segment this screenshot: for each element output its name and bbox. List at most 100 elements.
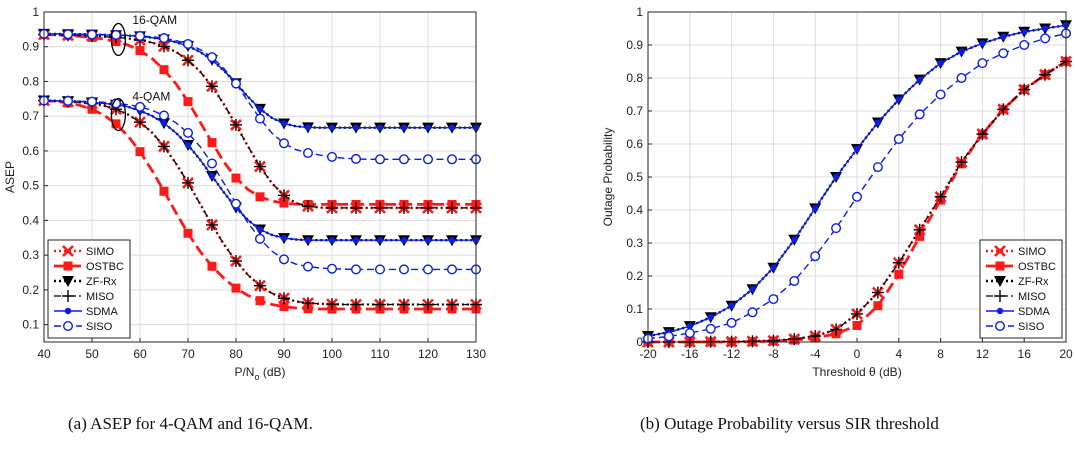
data-point	[254, 113, 265, 124]
legend-marker	[994, 245, 1006, 257]
data-point	[871, 286, 884, 299]
data-point	[707, 314, 714, 321]
caption-a: (a) ASEP for 4-QAM and 16-QAM.	[68, 414, 313, 433]
data-point	[303, 261, 314, 272]
data-point	[207, 261, 217, 271]
data-point	[746, 335, 759, 348]
data-point	[398, 298, 410, 311]
y-tick-label: 0.7	[22, 109, 39, 123]
data-point	[352, 237, 360, 244]
legend-item-ostbc: OSTBC	[986, 261, 1056, 273]
legend-label: SIMO	[1018, 246, 1047, 258]
legend-item-sdma: SDMA	[54, 306, 118, 318]
data-point	[256, 226, 264, 233]
data-point	[183, 228, 193, 238]
data-point	[304, 124, 312, 131]
y-tick-label: 0.5	[22, 179, 39, 193]
data-point	[400, 237, 408, 244]
legend-label: OSTBC	[86, 261, 124, 273]
data-point	[280, 234, 288, 242]
x-tick-label: -20	[639, 347, 657, 361]
data-point	[424, 124, 432, 131]
data-point	[351, 153, 362, 164]
chart-outage-probability: -20 -16 -12 -8 -4 0 4 8 12 16 20 0 0.1 0.2 0.3 0.4 0.5 0.…	[601, 5, 1073, 379]
y-tick-label: 0.1	[626, 302, 643, 316]
data-point	[423, 264, 434, 275]
data-point	[230, 78, 241, 89]
data-point	[852, 321, 862, 330]
legend-item-siso: SISO	[986, 321, 1045, 333]
data-point	[399, 154, 410, 165]
data-point	[789, 275, 800, 286]
y-tick-label: 0.3	[22, 248, 39, 262]
x-axis-label: Threshold θ (dB)	[812, 365, 901, 379]
data-point	[768, 294, 779, 305]
data-point	[399, 264, 410, 275]
x-tick-label: 100	[322, 347, 342, 361]
data-point	[254, 279, 266, 292]
group-annotations: 16-QAM 4-QAM	[110, 13, 177, 132]
x-tick-label: 16	[1018, 347, 1032, 361]
data-point	[111, 119, 121, 129]
legend-marker	[62, 245, 74, 257]
data-point	[1019, 40, 1030, 51]
x-tick-label: -8	[768, 347, 779, 361]
x-tick-label: 120	[418, 347, 438, 361]
data-point	[810, 251, 821, 262]
x-tick-label: -4	[810, 347, 821, 361]
data-point	[352, 124, 360, 131]
y-tick-label: 0.4	[626, 203, 643, 217]
data-point	[894, 269, 904, 279]
x-tick-label: -16	[681, 347, 699, 361]
data-point	[686, 322, 693, 330]
data-point	[134, 101, 145, 112]
data-point	[770, 264, 777, 271]
legend-item-siso: SISO	[54, 321, 113, 333]
data-point	[159, 186, 169, 196]
tick-labels: -20 -16 -12 -8 -4 0 4 8 12 16 20 0 0.1 0.2 0.3 0.4 0.5 0.…	[626, 5, 1073, 361]
data-point	[1039, 68, 1052, 81]
data-point	[230, 255, 242, 268]
data-point	[398, 201, 410, 214]
data-point	[207, 138, 217, 148]
data-point	[663, 331, 674, 342]
data-point	[422, 298, 434, 311]
data-point	[1040, 33, 1051, 44]
legend-item-ostbc: OSTBC	[54, 261, 124, 273]
x-tick-label: 130	[466, 347, 486, 361]
data-point	[1041, 25, 1049, 32]
data-point	[327, 263, 338, 274]
x-tick-label: 110	[370, 347, 389, 361]
data-point	[206, 52, 217, 63]
data-point	[135, 147, 145, 157]
y-tick-label: 0.7	[626, 104, 643, 118]
data-point	[254, 160, 266, 173]
ellipse-4qam	[110, 97, 127, 132]
legend-label: MISO	[86, 291, 115, 303]
axes-box	[43, 11, 477, 343]
data-point	[979, 40, 986, 47]
data-point	[327, 151, 338, 162]
data-point	[350, 201, 362, 214]
annotation-16qam: 16-QAM	[132, 13, 177, 27]
data-point	[328, 237, 336, 244]
data-point	[278, 189, 290, 202]
legend-marker	[995, 261, 1005, 271]
data-point	[913, 223, 926, 236]
legend-label: OSTBC	[1018, 261, 1056, 273]
legend-label: SDMA	[86, 306, 118, 318]
x-tick-label: 8	[937, 347, 944, 361]
series-siso-16-qam	[39, 28, 482, 165]
data-point	[279, 302, 289, 312]
data-point	[448, 237, 456, 244]
legend-marker	[995, 321, 1006, 332]
legend-item-simo: SIMO	[986, 245, 1047, 258]
data-point	[726, 317, 737, 328]
data-point	[63, 95, 74, 106]
data-point	[446, 298, 458, 311]
data-point	[852, 191, 863, 202]
data-point	[853, 145, 861, 153]
x-tick-label: 90	[277, 347, 291, 361]
legend-item-miso: MISO	[54, 290, 115, 303]
x-tick-label: 80	[229, 347, 243, 361]
